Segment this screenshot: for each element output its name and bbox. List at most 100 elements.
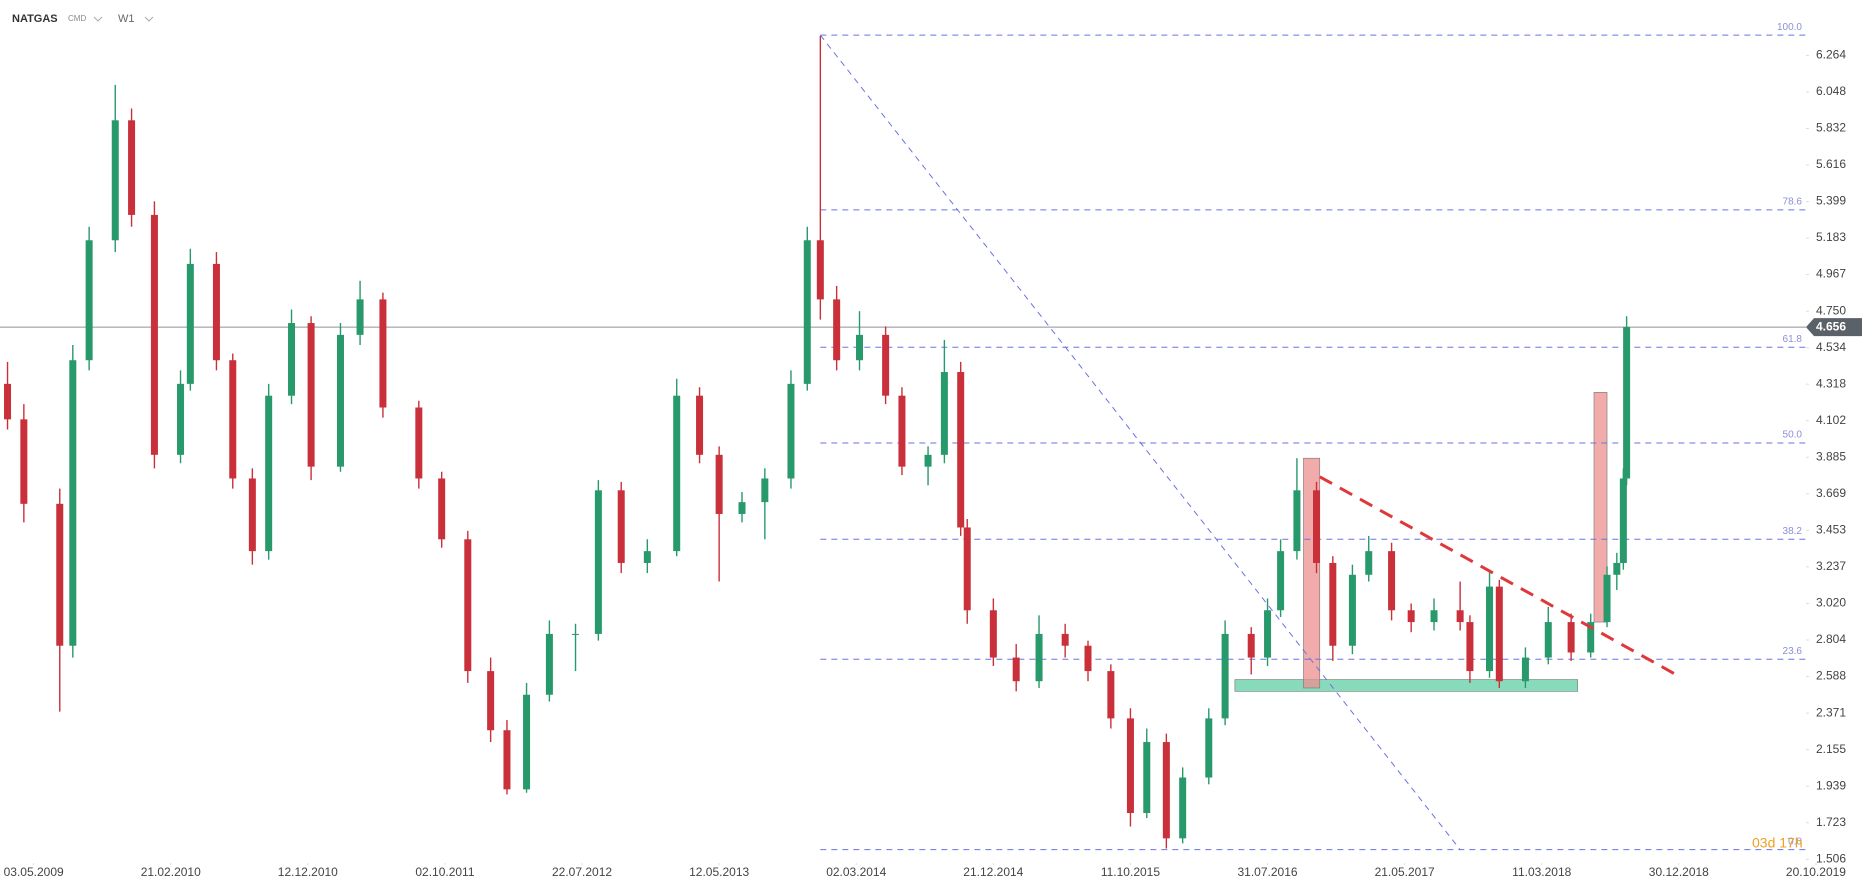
candle-body [1329, 562, 1337, 646]
candle-body [882, 334, 890, 396]
candle-body [229, 360, 237, 479]
y-tick-label: 4.750 [1816, 303, 1846, 317]
x-tick-label: 12.05.2013 [689, 865, 749, 879]
candle-body [963, 527, 971, 611]
candle-body [69, 360, 77, 646]
candle-body [20, 419, 28, 504]
candle-body [1603, 574, 1611, 623]
candle-body [1205, 718, 1213, 778]
candle-body [1107, 671, 1115, 719]
candle-body [1035, 633, 1043, 682]
y-tick-label: 3.669 [1816, 486, 1846, 500]
fib-label: 0.0 [1788, 836, 1802, 847]
x-tick-label: 11.03.2018 [1512, 865, 1571, 879]
candle-body [816, 240, 824, 300]
candle-body [265, 395, 273, 552]
candle-body [738, 502, 746, 514]
candle-body [1313, 490, 1321, 563]
candle-body [696, 395, 704, 455]
candle-body [150, 214, 158, 455]
caret[interactable] [144, 16, 154, 22]
x-tick-label: 20.10.2019 [1786, 865, 1846, 879]
price-axis-bg [1806, 0, 1866, 885]
candle-body [1293, 490, 1301, 552]
candle-body [1567, 622, 1575, 653]
x-tick-label: 12.12.2010 [278, 865, 338, 879]
candle-body [856, 334, 864, 361]
candle-body [1456, 610, 1464, 623]
candle-body [1407, 610, 1415, 623]
y-tick-label: 3.453 [1816, 523, 1846, 537]
candle-body [572, 633, 580, 635]
candle-body [1388, 551, 1396, 611]
candle-body [1623, 327, 1631, 479]
y-tick-label: 5.399 [1816, 194, 1846, 208]
candle-body [415, 407, 423, 479]
candle-body [803, 240, 811, 384]
candle-body [617, 490, 625, 563]
x-tick-label: 31.07.2016 [1238, 865, 1298, 879]
y-tick-label: 4.967 [1816, 267, 1846, 281]
candle-body [336, 334, 344, 467]
candle-body [715, 454, 723, 514]
y-tick-label: 5.832 [1816, 121, 1846, 135]
candle-body [379, 299, 387, 408]
candle-body [523, 694, 531, 790]
candle-body [924, 454, 932, 467]
candle-body [111, 120, 119, 241]
candle-body [128, 120, 136, 215]
x-tick-label: 22.07.2012 [552, 865, 612, 879]
y-tick-label: 3.020 [1816, 596, 1846, 610]
x-tick-label: 21.05.2017 [1375, 865, 1435, 879]
zone [1593, 392, 1608, 623]
fib-label: 100.0 [1777, 22, 1802, 33]
candle-body [464, 539, 472, 672]
market: CMD [68, 14, 86, 23]
fib-label: 38.2 [1783, 526, 1803, 537]
y-tick-label: 3.885 [1816, 450, 1846, 464]
zone [1234, 679, 1578, 692]
y-tick-label: 2.155 [1816, 742, 1846, 756]
fib-label: 78.6 [1783, 196, 1803, 207]
x-tick-label: 30.12.2018 [1649, 865, 1709, 879]
candle-body [1619, 478, 1627, 563]
candle-body [186, 263, 194, 384]
y-tick-label: 2.588 [1816, 669, 1846, 683]
candle-body [957, 372, 965, 528]
y-tick-label: 5.183 [1816, 230, 1846, 244]
x-tick-label: 21.12.2014 [963, 865, 1023, 879]
plot: 100.0 78.6 61.8 50.0 38.2 23.6 0.0 [0, 22, 1806, 851]
candle-body [1061, 633, 1069, 646]
y-tick-label: 4.534 [1816, 340, 1846, 354]
y-tick-label: 1.723 [1816, 815, 1846, 829]
y-tick-label: 2.371 [1816, 705, 1846, 719]
candle-body [1495, 586, 1503, 682]
x-tick-label: 02.10.2011 [415, 865, 474, 879]
y-tick-label: 2.804 [1816, 632, 1846, 646]
candle-body [787, 383, 795, 479]
y-tick-label: 6.264 [1816, 48, 1846, 62]
candle-body [1365, 551, 1373, 575]
fib-label: 61.8 [1783, 334, 1803, 345]
countdown: 03d 17h [1752, 835, 1803, 851]
candle-body [4, 383, 12, 420]
x-tick-label: 02.03.2014 [826, 865, 886, 879]
fib-label: 23.6 [1783, 646, 1803, 657]
fib-diagonal [819, 34, 1461, 850]
candle-body [1221, 633, 1229, 719]
candle-body [1126, 718, 1134, 814]
candle-body [761, 478, 769, 503]
candle-body [212, 263, 220, 361]
candle-body [307, 323, 315, 467]
candle-body [940, 372, 948, 455]
candle-body [1162, 742, 1170, 839]
caret[interactable] [93, 16, 103, 22]
interval[interactable]: W1 [118, 13, 135, 25]
symbol: NATGAS [12, 13, 58, 25]
candle-body [1012, 657, 1020, 682]
candle-body [545, 633, 553, 695]
y-tick-label: 1.506 [1816, 851, 1846, 865]
candle-body [1143, 742, 1151, 814]
y-tick-label: 3.237 [1816, 559, 1846, 573]
